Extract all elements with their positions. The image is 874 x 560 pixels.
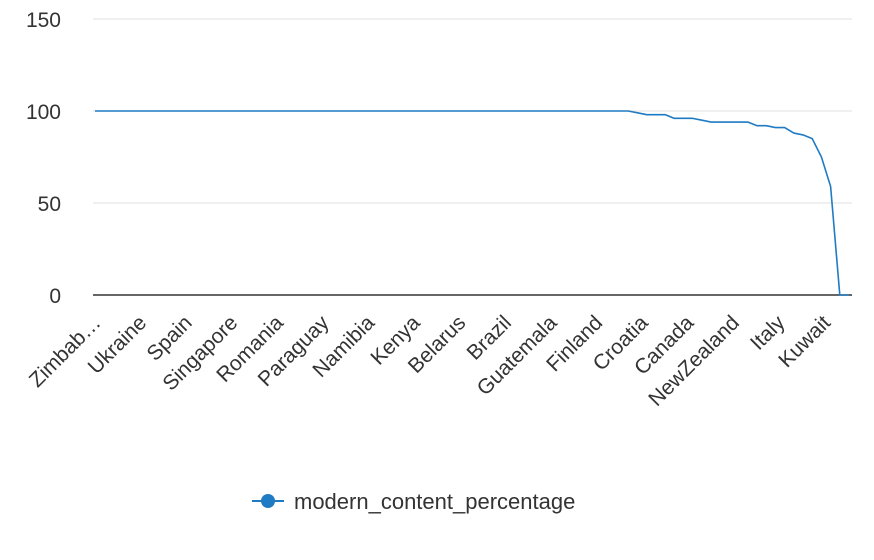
x-axis: Zimbab…UkraineSpainSingaporeRomaniaParag… <box>25 294 852 411</box>
y-tick-label: 150 <box>26 9 61 32</box>
y-tick-label: 50 <box>38 193 61 216</box>
legend-label: modern_content_percentage <box>294 489 575 514</box>
y-tick-label: 100 <box>26 101 61 124</box>
y-axis: 0 50 100 150 <box>26 9 61 308</box>
y-tick-label: 0 <box>49 285 61 308</box>
series-line <box>95 110 849 296</box>
series-group <box>95 110 849 296</box>
legend-marker-icon <box>261 494 275 508</box>
x-tick-label: Kuwait <box>774 311 835 372</box>
legend[interactable]: modern_content_percentage <box>252 489 575 514</box>
